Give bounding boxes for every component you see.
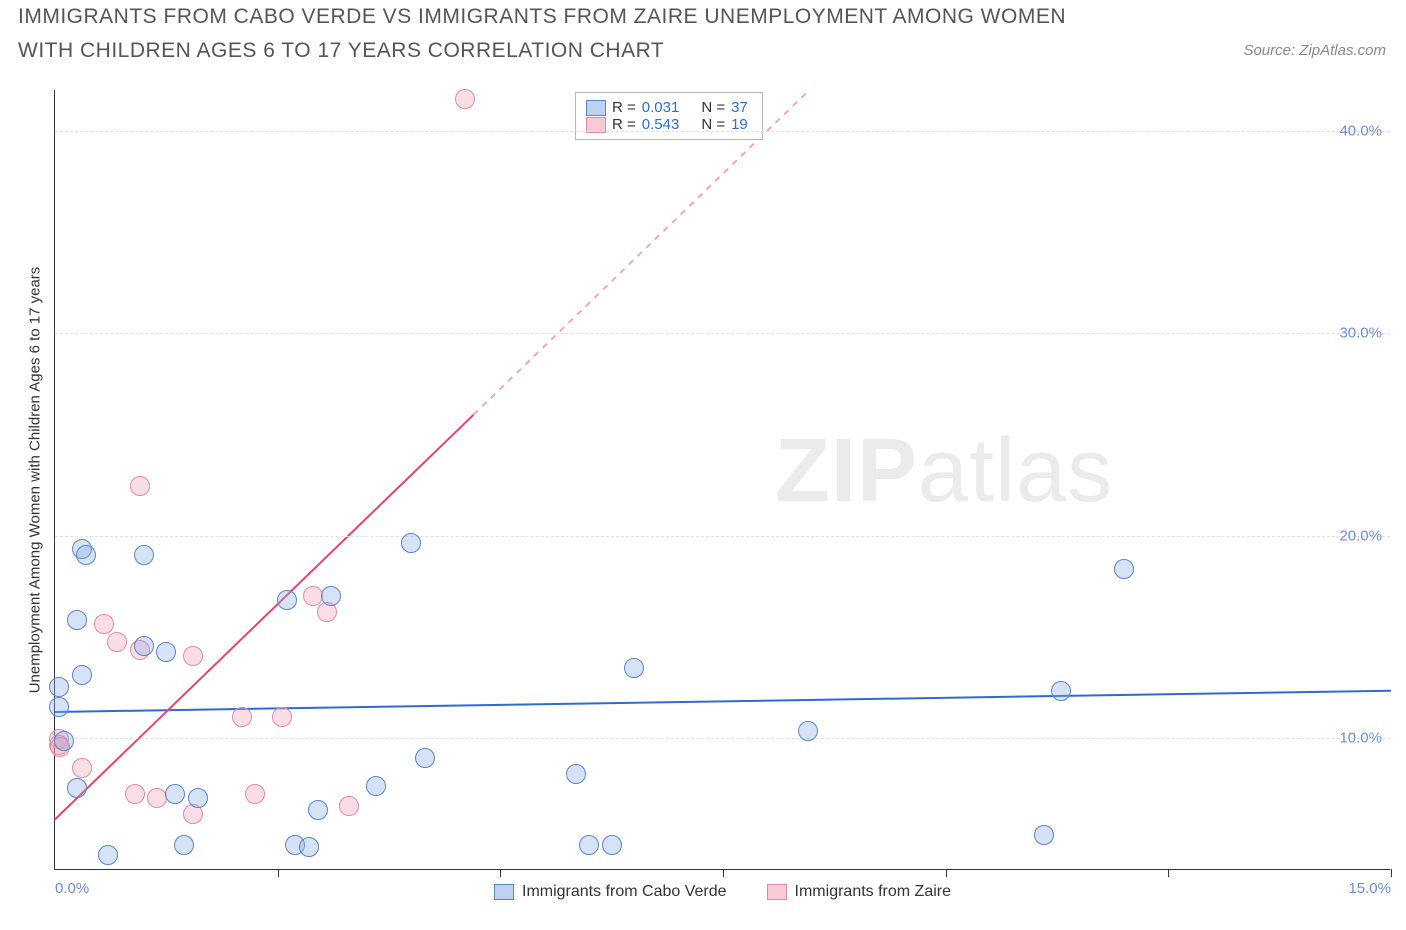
x-tick: [278, 869, 279, 877]
swatch-blue-icon: [586, 100, 606, 116]
scatter-point: [49, 677, 69, 697]
scatter-plot: Unemployment Among Women with Children A…: [54, 90, 1390, 870]
scatter-point: [1114, 559, 1134, 579]
trend-line: [55, 415, 474, 820]
scatter-point: [49, 697, 69, 717]
scatter-point: [54, 731, 74, 751]
scatter-point: [401, 533, 421, 553]
watermark-zip: ZIP: [775, 421, 918, 521]
scatter-point: [156, 642, 176, 662]
watermark: ZIPatlas: [775, 420, 1113, 523]
scatter-point: [72, 665, 92, 685]
x-tick: [1168, 869, 1169, 877]
n-value: 37: [731, 99, 748, 116]
scatter-point: [107, 632, 127, 652]
legend-item-cabo-verde: Immigrants from Cabo Verde: [494, 883, 727, 901]
gridline: [55, 131, 1390, 132]
source-attribution: Source: ZipAtlas.com: [1243, 42, 1386, 59]
scatter-point: [566, 764, 586, 784]
gridline: [55, 333, 1390, 334]
scatter-point: [130, 476, 150, 496]
x-tick: [946, 869, 947, 877]
scatter-point: [76, 545, 96, 565]
y-tick-label: 30.0%: [1339, 325, 1382, 342]
r-label: R =: [612, 99, 636, 116]
scatter-point: [94, 614, 114, 634]
scatter-point: [1034, 825, 1054, 845]
legend-item-zaire: Immigrants from Zaire: [767, 883, 951, 901]
trend-line: [55, 691, 1391, 712]
trend-lines-layer: [55, 90, 1390, 869]
scatter-point: [366, 776, 386, 796]
scatter-point: [321, 586, 341, 606]
y-tick-label: 40.0%: [1339, 122, 1382, 139]
legend-label-zaire: Immigrants from Zaire: [795, 883, 951, 901]
gridline: [55, 738, 1390, 739]
scatter-point: [299, 837, 319, 857]
x-tick: [1391, 869, 1392, 877]
stats-legend-box: R =0.031N =37R =0.543N =19: [575, 92, 763, 140]
swatch-pink-icon: [767, 884, 787, 900]
scatter-point: [174, 835, 194, 855]
scatter-point: [98, 845, 118, 865]
y-axis-label: Unemployment Among Women with Children A…: [27, 266, 44, 693]
scatter-point: [134, 636, 154, 656]
scatter-point: [67, 778, 87, 798]
x-tick: [723, 869, 724, 877]
x-tick: [500, 869, 501, 877]
legend-label-cabo-verde: Immigrants from Cabo Verde: [522, 883, 727, 901]
scatter-point: [188, 788, 208, 808]
scatter-point: [272, 707, 292, 727]
n-label: N =: [701, 99, 725, 116]
scatter-point: [602, 835, 622, 855]
scatter-point: [415, 748, 435, 768]
scatter-point: [624, 658, 644, 678]
scatter-point: [72, 758, 92, 778]
scatter-point: [277, 590, 297, 610]
y-tick-label: 10.0%: [1339, 730, 1382, 747]
scatter-point: [232, 707, 252, 727]
series-legend: Immigrants from Cabo Verde Immigrants fr…: [55, 883, 1390, 901]
scatter-point: [308, 800, 328, 820]
watermark-atlas: atlas: [918, 421, 1113, 521]
scatter-point: [67, 610, 87, 630]
y-tick-label: 20.0%: [1339, 527, 1382, 544]
scatter-point: [147, 788, 167, 808]
scatter-point: [339, 796, 359, 816]
scatter-point: [134, 545, 154, 565]
scatter-point: [245, 784, 265, 804]
x-tick-label-first: 0.0%: [55, 880, 89, 897]
swatch-blue-icon: [494, 884, 514, 900]
r-value: 0.031: [642, 99, 680, 116]
scatter-point: [1051, 681, 1071, 701]
legend-stat-row: R = 0.031 N = 37: [586, 99, 748, 116]
gridline: [55, 536, 1390, 537]
chart-title: IMMIGRANTS FROM CABO VERDE VS IMMIGRANTS…: [18, 0, 1118, 67]
scatter-point: [125, 784, 145, 804]
scatter-point: [579, 835, 599, 855]
x-tick-label-last: 15.0%: [1348, 880, 1391, 897]
scatter-point: [165, 784, 185, 804]
scatter-point: [455, 89, 475, 109]
scatter-point: [798, 721, 818, 741]
scatter-point: [183, 646, 203, 666]
